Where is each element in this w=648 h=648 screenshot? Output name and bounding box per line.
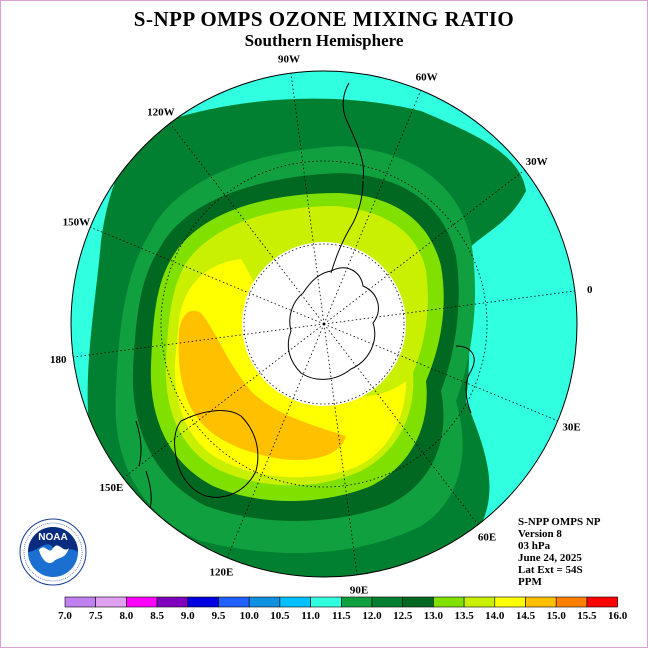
longitude-label: 30E: [562, 422, 580, 434]
color-scale-label: 8.0: [120, 610, 134, 622]
noaa-logo-text: NOAA: [38, 532, 67, 543]
color-scale-swatch: [95, 596, 127, 608]
noaa-logo: NOAA: [19, 518, 87, 586]
color-scale-swatch: [433, 596, 465, 608]
longitude-label: 30W: [526, 156, 548, 168]
longitude-label: 120W: [147, 106, 175, 118]
longitude-label: 150W: [63, 216, 91, 228]
color-scale-swatch: [310, 596, 342, 608]
latitude-circle: [243, 243, 405, 405]
color-scale-label: 15.0: [547, 610, 567, 622]
color-scale-swatch: [156, 596, 189, 608]
color-scale-swatch: [463, 596, 496, 608]
color-scale-label: 12.0: [362, 610, 382, 622]
color-scale-label: 9.0: [181, 610, 195, 622]
longitude-label: 180: [50, 354, 67, 366]
longitude-label: 90W: [278, 53, 300, 65]
color-scale-label: 7.0: [58, 610, 72, 622]
color-scale-label: 12.5: [393, 610, 413, 622]
antarctica-coast: [287, 267, 379, 380]
longitude-label: 0: [587, 284, 593, 296]
longitude-label: 150E: [99, 482, 123, 494]
color-scale-swatch: [64, 596, 97, 608]
color-scale-label: 9.5: [212, 610, 226, 622]
longitude-label: 60W: [416, 71, 438, 83]
info-date: June 24, 2025: [518, 552, 582, 564]
map-boundary: [70, 70, 578, 578]
color-scale-label: 13.5: [454, 610, 474, 622]
longitude-label: 60E: [478, 532, 496, 544]
color-scale-swatch: [126, 596, 158, 608]
color-scale-label: 10.5: [270, 610, 290, 622]
longitude-label: 120E: [209, 567, 233, 579]
info-pressure-level: 03 hPa: [518, 540, 551, 552]
info-version: Version 8: [518, 528, 562, 540]
color-scale-label: 13.0: [424, 610, 444, 622]
color-scale-swatch: [586, 596, 618, 608]
product-info: S-NPP OMPS NP Version 8 03 hPa June 24, …: [518, 516, 601, 588]
color-scale-label: 16.0: [608, 610, 628, 622]
color-scale-swatch: [279, 596, 311, 608]
coastlines: [135, 82, 475, 512]
graticule: [73, 73, 575, 575]
color-scale-swatch: [187, 596, 219, 608]
color-scale-label: 8.5: [150, 610, 164, 622]
south-america-coast: [342, 82, 365, 180]
latitude-circle: [160, 160, 488, 488]
info-lat-extent: Lat Ext = 54S: [518, 564, 583, 576]
color-scale-label: 15.5: [577, 610, 597, 622]
color-scale-swatch: [248, 596, 281, 608]
color-scale-swatch: [494, 596, 526, 608]
info-units: PPM: [518, 576, 542, 588]
page-title: S-NPP OMPS OZONE MIXING RATIO: [133, 7, 515, 31]
color-scale-swatch: [340, 596, 373, 608]
color-scale-swatch: [218, 596, 250, 608]
color-scale-swatch: [371, 596, 404, 608]
color-scale-label: 11.0: [301, 610, 320, 622]
color-scale-label: 10.0: [240, 610, 260, 622]
color-scale-swatch: [525, 596, 557, 608]
color-scale-label: 14.5: [516, 610, 536, 622]
australia-coast: [174, 410, 259, 498]
color-scale-label: 14.0: [485, 610, 505, 622]
longitude-labels: 90W 60W 30W 0 30E 60E 90E 120E 150E 180 150W 120W: [50, 53, 593, 596]
color-scale-swatch: [555, 596, 588, 608]
color-scale-swatch: [402, 596, 434, 608]
longitude-label: 90E: [350, 585, 368, 597]
antarctic-peninsula-coast: [330, 180, 364, 274]
color-scale-label: 7.5: [89, 610, 103, 622]
ozone-band-14.0-14.5: [178, 310, 346, 461]
info-instrument: S-NPP OMPS NP: [518, 516, 601, 528]
page-subtitle: Southern Hemisphere: [244, 31, 404, 50]
color-scale-label: 11.5: [332, 610, 351, 622]
